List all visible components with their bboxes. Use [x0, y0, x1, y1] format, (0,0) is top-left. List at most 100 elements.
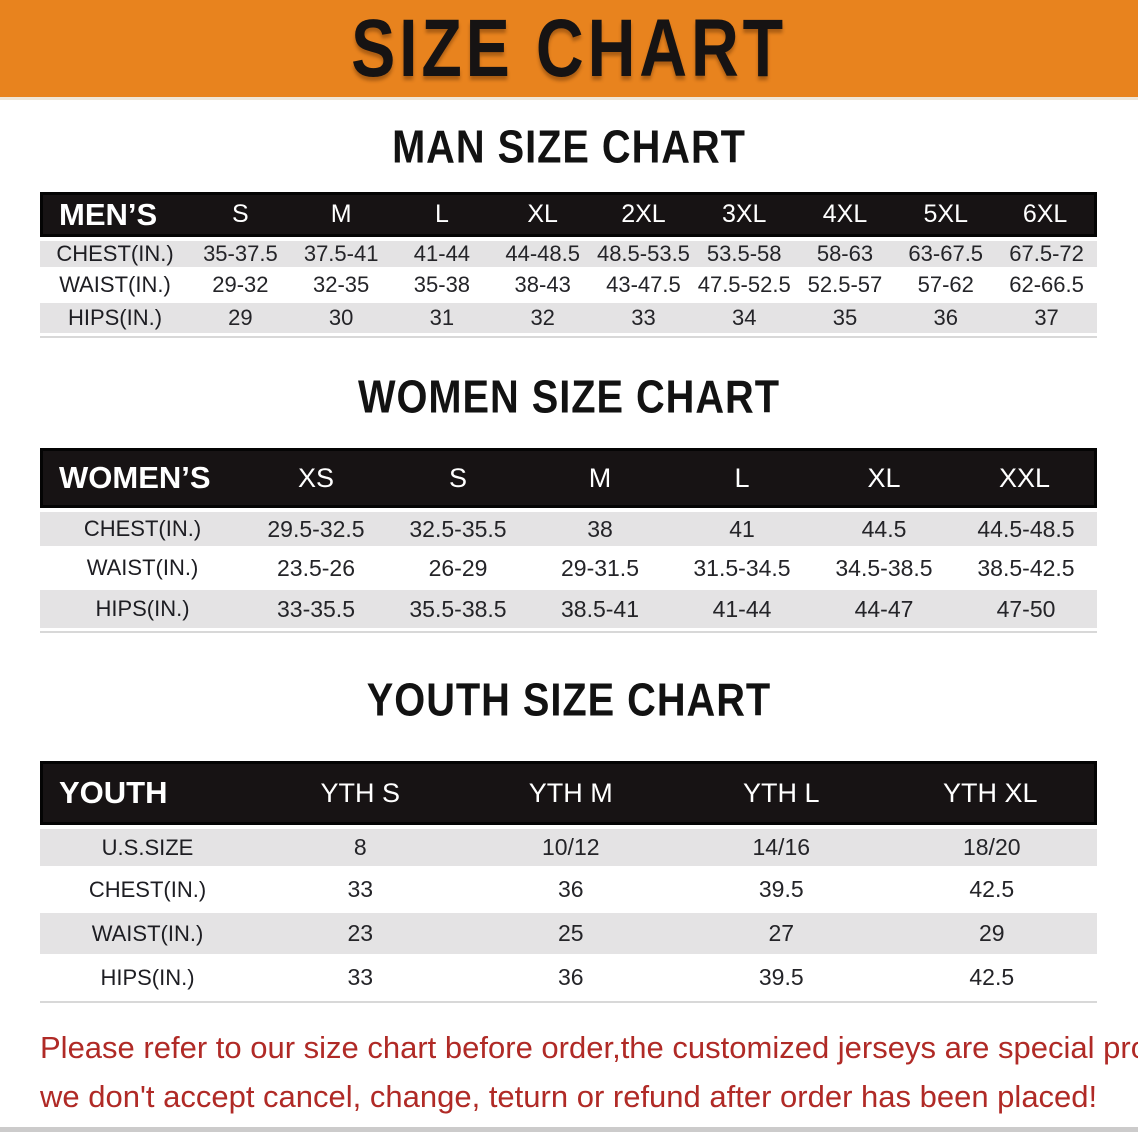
- size-column-header: XL: [492, 192, 594, 237]
- size-value-cell: 58-63: [794, 237, 896, 270]
- size-value-cell: 29: [190, 303, 291, 336]
- size-value-cell: 35.5-38.5: [387, 590, 529, 631]
- youth-table-body: U.S.SIZE 8 10/12 14/16 18/20 CHEST(IN.) 33 36 39…: [40, 825, 1097, 1001]
- size-column-header: 3XL: [693, 192, 795, 237]
- size-value-cell: 37: [996, 303, 1097, 336]
- size-chart-banner: SIZE CHART: [0, 0, 1138, 100]
- size-column-header: YTH M: [465, 761, 676, 825]
- size-value-cell: 33: [255, 957, 466, 1001]
- measurement-row-label: HIPS(IN.): [40, 590, 245, 631]
- youth-section-heading: YOUTH SIZE CHART: [366, 674, 772, 726]
- size-value-cell: 44.5-48.5: [955, 508, 1097, 549]
- size-value-cell: 38: [529, 508, 671, 549]
- size-value-cell: 14/16: [676, 825, 887, 869]
- measurement-row-label: CHEST(IN.): [40, 508, 245, 549]
- banner-title: SIZE CHART: [351, 3, 787, 94]
- size-column-header: M: [290, 192, 392, 237]
- size-value-cell: 35: [794, 303, 896, 336]
- measurement-row: WAIST(IN.) 23.5-26 26-29 29-31.5 31.5-34.5 34…: [40, 549, 1097, 590]
- women-group-label: WOMEN’S: [40, 448, 245, 508]
- size-column-header: S: [387, 448, 529, 508]
- size-value-cell: 36: [465, 869, 676, 913]
- size-value-cell: 32: [492, 303, 594, 336]
- measurement-row: CHEST(IN.) 33 36 39.5 42.5: [40, 869, 1097, 913]
- size-column-header: XXL: [955, 448, 1097, 508]
- measurement-row: HIPS(IN.) 29 30 31 32 33 34 35 36 37: [40, 303, 1097, 336]
- size-value-cell: 10/12: [465, 825, 676, 869]
- size-value-cell: 38-43: [492, 270, 594, 303]
- size-value-cell: 36: [465, 957, 676, 1001]
- measurement-row: U.S.SIZE 8 10/12 14/16 18/20: [40, 825, 1097, 869]
- size-value-cell: 31.5-34.5: [671, 549, 813, 590]
- men-table-header: MEN’S S M L XL 2XL 3XL 4XL 5XL 6XL: [40, 192, 1097, 237]
- size-column-header: L: [391, 192, 493, 237]
- measurement-row-label: HIPS(IN.): [40, 303, 190, 336]
- size-value-cell: 57-62: [895, 270, 997, 303]
- women-header-row: WOMEN’S XS S M L XL XXL: [40, 448, 1097, 508]
- disclaimer-line-1: Please refer to our size chart before or…: [40, 1030, 1138, 1065]
- size-value-cell: 26-29: [387, 549, 529, 590]
- size-value-cell: 27: [676, 913, 887, 957]
- measurement-row: WAIST(IN.) 29-32 32-35 35-38 38-43 43-47.5 47.…: [40, 270, 1097, 303]
- size-value-cell: 38.5-41: [529, 590, 671, 631]
- men-header-row: MEN’S S M L XL 2XL 3XL 4XL 5XL 6XL: [40, 192, 1097, 237]
- size-value-cell: 30: [290, 303, 392, 336]
- size-value-cell: 35-37.5: [190, 237, 291, 270]
- measurement-row: CHEST(IN.) 29.5-32.5 32.5-35.5 38 41 44.5 44.5…: [40, 508, 1097, 549]
- size-value-cell: 39.5: [676, 957, 887, 1001]
- size-value-cell: 67.5-72: [996, 237, 1097, 270]
- size-column-header: 2XL: [593, 192, 694, 237]
- size-value-cell: 53.5-58: [693, 237, 795, 270]
- measurement-row: HIPS(IN.) 33-35.5 35.5-38.5 38.5-41 41-44 44-…: [40, 590, 1097, 631]
- size-value-cell: 43-47.5: [593, 270, 694, 303]
- measurement-row-label: HIPS(IN.): [40, 957, 255, 1001]
- size-column-header: M: [529, 448, 671, 508]
- size-column-header: 6XL: [996, 192, 1097, 237]
- size-value-cell: 41: [671, 508, 813, 549]
- size-column-header: 4XL: [794, 192, 896, 237]
- size-column-header: L: [671, 448, 813, 508]
- size-value-cell: 29.5-32.5: [245, 508, 387, 549]
- bottom-divider: [0, 1127, 1138, 1132]
- size-value-cell: 18/20: [886, 825, 1097, 869]
- women-table-body: CHEST(IN.) 29.5-32.5 32.5-35.5 38 41 44.5 44.5…: [40, 508, 1097, 631]
- measurement-row-label: WAIST(IN.): [40, 913, 255, 957]
- size-value-cell: 39.5: [676, 869, 887, 913]
- size-column-header: XL: [813, 448, 955, 508]
- size-column-header: YTH XL: [886, 761, 1097, 825]
- size-value-cell: 25: [465, 913, 676, 957]
- size-column-header: YTH S: [255, 761, 466, 825]
- measurement-row-label: U.S.SIZE: [40, 825, 255, 869]
- men-size-table: MEN’S S M L XL 2XL 3XL 4XL 5XL 6XL CHEST(IN.) 35-3…: [40, 192, 1097, 338]
- size-value-cell: 38.5-42.5: [955, 549, 1097, 590]
- size-value-cell: 29-32: [190, 270, 291, 303]
- measurement-row-label: WAIST(IN.): [40, 549, 245, 590]
- measurement-row: CHEST(IN.) 35-37.5 37.5-41 41-44 44-48.5 48.5…: [40, 237, 1097, 270]
- size-value-cell: 41-44: [391, 237, 493, 270]
- size-value-cell: 41-44: [671, 590, 813, 631]
- size-value-cell: 32-35: [290, 270, 392, 303]
- size-value-cell: 44.5: [813, 508, 955, 549]
- measurement-row-label: CHEST(IN.): [40, 237, 190, 270]
- measurement-row: WAIST(IN.) 23 25 27 29: [40, 913, 1097, 957]
- size-value-cell: 44-48.5: [492, 237, 594, 270]
- size-value-cell: 23: [255, 913, 466, 957]
- measurement-row-label: WAIST(IN.): [40, 270, 190, 303]
- size-value-cell: 33-35.5: [245, 590, 387, 631]
- size-value-cell: 33: [255, 869, 466, 913]
- size-value-cell: 48.5-53.5: [593, 237, 694, 270]
- size-value-cell: 42.5: [886, 957, 1097, 1001]
- women-size-table: WOMEN’S XS S M L XL XXL CHEST(IN.) 29.5-32.5 32.…: [40, 448, 1097, 633]
- men-group-label: MEN’S: [40, 192, 190, 237]
- size-value-cell: 52.5-57: [794, 270, 896, 303]
- measurement-row-label: CHEST(IN.): [40, 869, 255, 913]
- size-column-header: 5XL: [895, 192, 997, 237]
- size-value-cell: 63-67.5: [895, 237, 997, 270]
- size-value-cell: 47-50: [955, 590, 1097, 631]
- size-value-cell: 8: [255, 825, 466, 869]
- disclaimer-line-2: we don't accept cancel, change, teturn o…: [40, 1079, 1098, 1114]
- size-value-cell: 35-38: [391, 270, 493, 303]
- size-value-cell: 34.5-38.5: [813, 549, 955, 590]
- size-value-cell: 34: [693, 303, 795, 336]
- size-value-cell: 33: [593, 303, 694, 336]
